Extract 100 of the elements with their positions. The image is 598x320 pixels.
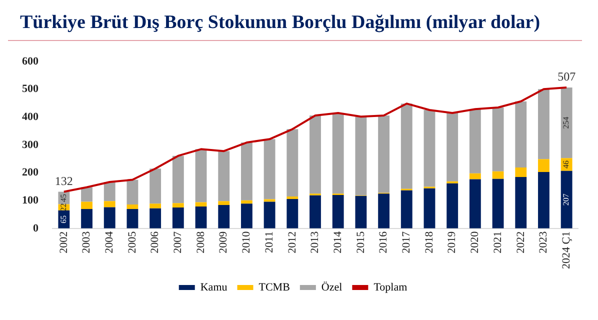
bar	[332, 195, 344, 228]
data-label: 22	[59, 203, 68, 212]
data-label: 65	[59, 215, 68, 224]
y-tick-label: 200	[22, 166, 39, 179]
x-tick-label: 2017	[400, 230, 413, 254]
bar	[538, 159, 550, 172]
data-label: 132	[54, 174, 73, 188]
x-tick-label: 2007	[172, 230, 184, 254]
data-label: 46	[562, 160, 571, 168]
bar	[355, 116, 367, 196]
x-tick-label: 2008	[194, 230, 207, 254]
x-tick-label: 2023	[538, 230, 550, 254]
bar	[286, 129, 298, 196]
legend-label: TCMB	[258, 281, 290, 294]
bar	[81, 208, 92, 228]
bar	[560, 170, 572, 228]
y-tick-label: 300	[22, 138, 39, 151]
bar	[332, 113, 344, 194]
bar	[400, 104, 412, 189]
bar	[218, 151, 230, 202]
bar	[400, 190, 412, 228]
bar	[104, 207, 116, 228]
x-tick-label: 2006	[149, 230, 162, 254]
bar	[81, 202, 92, 209]
y-tick-label: 400	[22, 111, 39, 124]
bar	[264, 199, 276, 202]
x-tick-label: 2002	[58, 231, 70, 254]
bar	[515, 101, 527, 168]
bar	[469, 179, 481, 228]
x-tick-label: 2016	[378, 230, 390, 254]
x-tick-label: 2024 Ç1	[560, 231, 572, 270]
chart-title: Türkiye Brüt Dış Borç Stokunun Borçlu Dağılımı (milyar dolar)	[8, 8, 582, 41]
y-tick-label: 100	[22, 194, 39, 206]
x-tick-label: 2004	[104, 230, 116, 254]
legend-label: Toplam	[374, 281, 408, 294]
bar	[150, 204, 162, 208]
bar	[286, 198, 298, 228]
bar	[104, 182, 116, 202]
bar	[492, 107, 504, 172]
bar	[469, 109, 481, 174]
bar	[172, 203, 184, 208]
bar	[378, 116, 390, 193]
bar	[355, 196, 367, 228]
bar	[218, 201, 230, 206]
bar	[560, 87, 572, 158]
x-tick-label: 2014	[332, 230, 344, 254]
x-tick-label: 2010	[240, 230, 253, 254]
bar	[424, 188, 436, 228]
bar	[446, 183, 458, 228]
x-tick-label: 2009	[218, 230, 230, 254]
bar	[126, 204, 138, 209]
bar	[446, 113, 458, 182]
bar	[195, 206, 207, 228]
bar	[150, 208, 162, 228]
bar	[515, 176, 527, 228]
x-tick-label: 2012	[286, 231, 298, 254]
data-label: 207	[562, 194, 571, 206]
x-tick-label: 2015	[354, 230, 367, 254]
bar	[218, 205, 230, 228]
bar	[195, 202, 207, 206]
bar	[492, 171, 504, 179]
bar	[172, 156, 184, 204]
data-label: 254	[562, 116, 571, 129]
bar	[104, 201, 116, 208]
x-tick-label: 2003	[80, 230, 93, 254]
bar	[126, 180, 138, 205]
y-tick-label: 0	[33, 222, 39, 234]
bar	[240, 204, 252, 228]
bar	[264, 139, 276, 200]
bar	[469, 173, 481, 180]
bar	[492, 178, 504, 228]
bar	[240, 142, 252, 200]
bar	[172, 208, 184, 228]
x-tick-label: 2021	[492, 231, 504, 254]
bar	[538, 89, 550, 160]
x-tick-label: 2013	[309, 230, 322, 254]
data-label: 507	[558, 70, 576, 84]
x-tick-label: 2019	[446, 230, 458, 254]
bar	[264, 202, 276, 228]
y-tick-label: 500	[22, 83, 39, 96]
data-label: 45	[59, 194, 68, 202]
legend-label: Özel	[321, 281, 342, 294]
bar	[195, 149, 207, 202]
bar	[515, 168, 527, 177]
legend-label: Kamu	[200, 281, 228, 294]
x-tick-label: 2022	[514, 231, 527, 254]
bar	[150, 168, 162, 204]
x-tick-label: 2018	[423, 230, 436, 254]
bar	[286, 196, 298, 199]
bar	[81, 187, 92, 202]
x-tick-label: 2005	[126, 230, 138, 254]
bar	[538, 172, 550, 228]
bar	[424, 110, 436, 187]
x-tick-label: 2020	[469, 230, 482, 254]
y-tick-label: 600	[22, 55, 39, 68]
bar	[310, 116, 321, 194]
bar	[240, 200, 252, 204]
bar	[378, 194, 390, 228]
bar	[310, 195, 321, 228]
bar	[126, 208, 138, 228]
